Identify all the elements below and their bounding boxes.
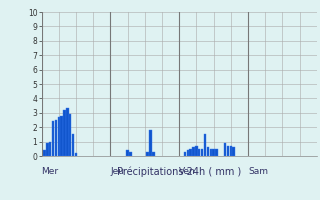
Bar [198,149,201,156]
Bar [49,142,52,156]
Text: Mer: Mer [42,167,59,176]
Bar [192,147,195,156]
Bar [224,143,226,156]
Bar [129,152,132,156]
Bar [215,149,218,156]
Bar [55,120,57,156]
Text: Jeu: Jeu [110,167,124,176]
Bar [207,147,209,156]
Bar [184,152,186,156]
Text: Sam: Sam [248,167,268,176]
Bar [58,117,60,156]
Bar [75,153,77,156]
Bar [212,149,215,156]
Bar [126,150,129,156]
Bar [149,130,152,156]
Text: Ven: Ven [179,167,196,176]
Bar [152,152,155,156]
Bar [195,146,198,156]
Bar [189,149,192,156]
Bar [232,147,235,156]
Bar [60,116,63,156]
Bar [187,150,189,156]
Bar [43,150,46,156]
X-axis label: Précipitations 24h ( mm ): Précipitations 24h ( mm ) [117,166,241,177]
Bar [147,152,149,156]
Bar [69,114,71,156]
Bar [201,149,203,156]
Bar [66,108,68,156]
Bar [210,149,212,156]
Bar [72,134,74,156]
Bar [52,121,54,156]
Bar [204,134,206,156]
Bar [227,146,229,156]
Bar [229,146,232,156]
Bar [46,143,49,156]
Bar [63,110,66,156]
